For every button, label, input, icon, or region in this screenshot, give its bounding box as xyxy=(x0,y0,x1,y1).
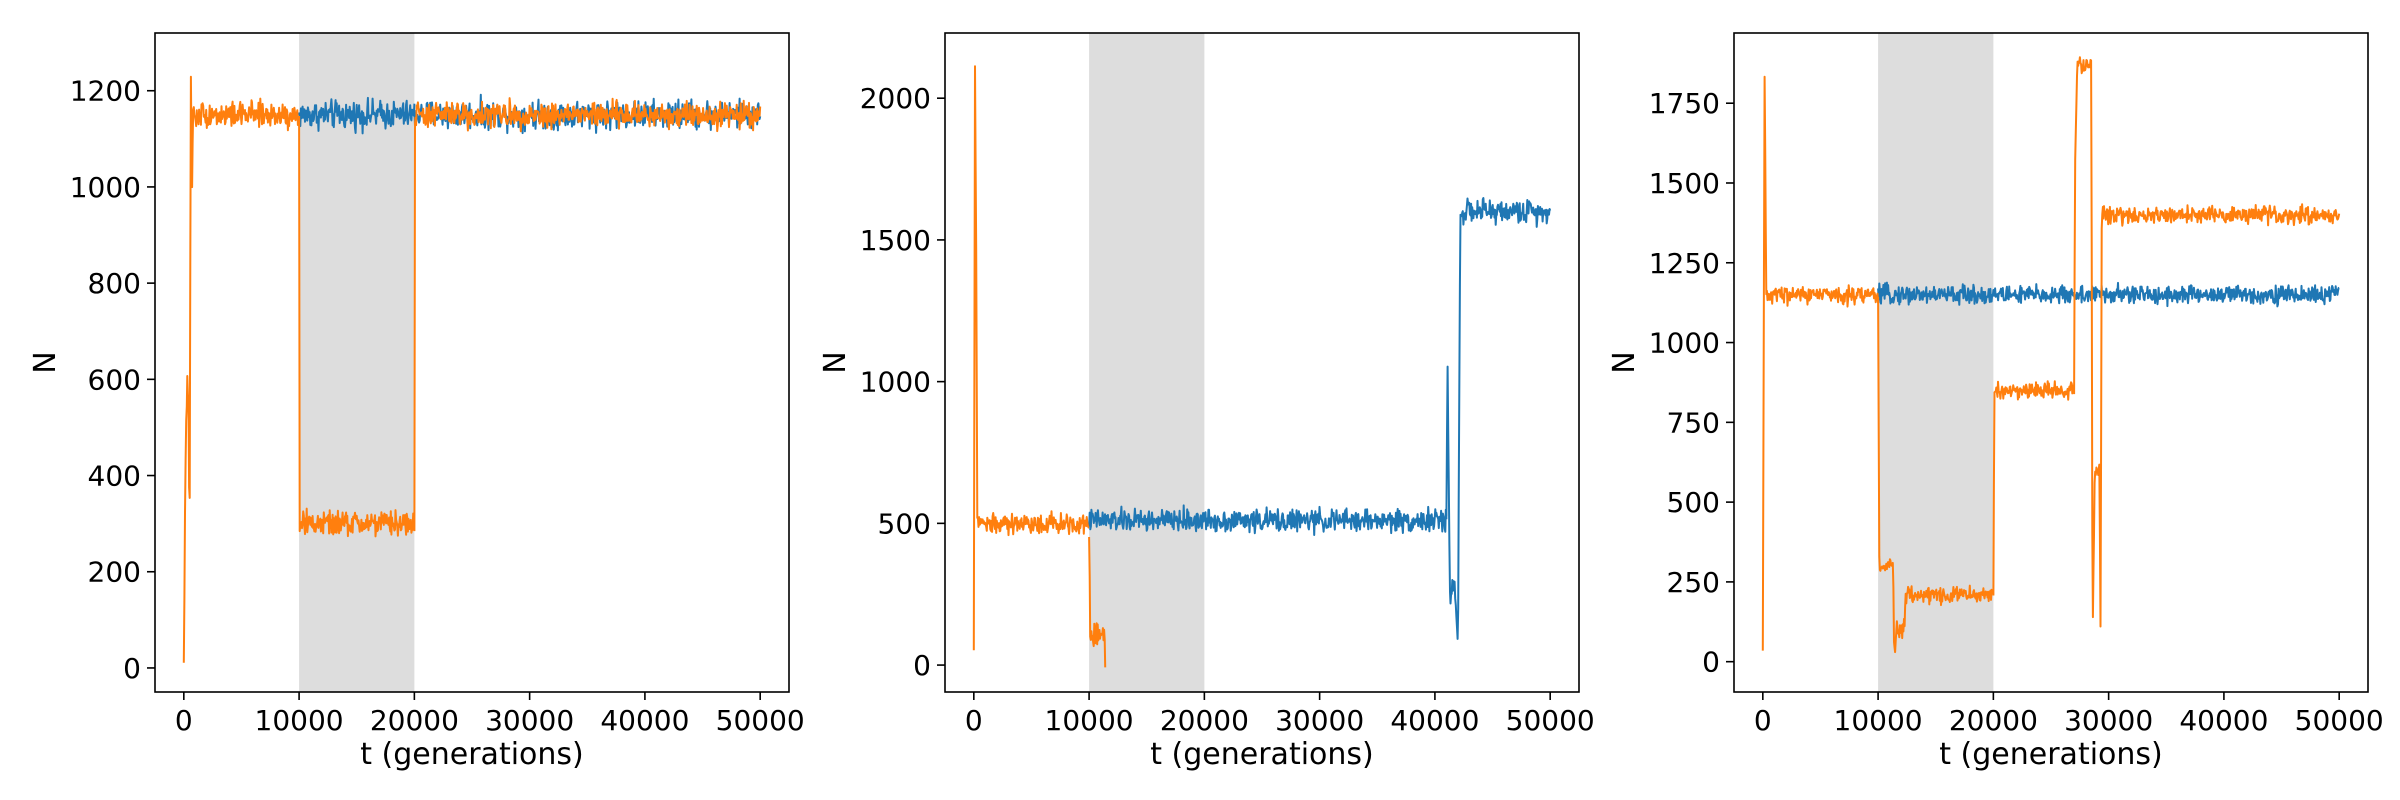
y-tick-label: 2000 xyxy=(860,82,931,115)
x-tick-label: 40000 xyxy=(600,704,689,737)
x-tick-label: 10000 xyxy=(255,704,344,737)
y-axis-label: N xyxy=(818,351,853,373)
y-tick-label: 0 xyxy=(123,652,141,685)
series-2-line xyxy=(972,65,1090,651)
x-tick-label: 30000 xyxy=(1275,704,1364,737)
x-tick-label: 50000 xyxy=(1506,704,1595,737)
y-axis-label: N xyxy=(28,351,63,373)
x-tick-label: 40000 xyxy=(2179,704,2268,737)
series-2-line xyxy=(1992,380,2076,596)
series-2-line xyxy=(1761,75,1880,651)
x-axis-label: t (generations) xyxy=(1939,737,2163,772)
x-tick-label: 0 xyxy=(1754,704,1772,737)
series-1-line xyxy=(298,96,416,135)
shaded-region xyxy=(1089,33,1205,692)
x-tick-label: 40000 xyxy=(1390,704,1479,737)
series-2-line xyxy=(413,97,762,532)
shaded-region xyxy=(299,33,415,692)
y-tick-label: 1500 xyxy=(860,224,931,257)
series-1-line xyxy=(1088,504,1448,536)
y-tick-label: 0 xyxy=(913,649,931,682)
panel-1: 0 10000 20000 30000 40000 50000 0 200 400 600 800 1… xyxy=(28,32,805,772)
y-tick-label: 1000 xyxy=(860,366,931,399)
y-axis-label: N xyxy=(1607,351,1642,373)
series-2-line xyxy=(2073,56,2341,628)
series-2-line xyxy=(298,115,416,538)
y-tick-label: 500 xyxy=(1667,486,1720,519)
plot-frame xyxy=(944,32,1580,693)
y-tick-label: 750 xyxy=(1667,406,1720,439)
x-tick-label: 20000 xyxy=(1160,704,1249,737)
x-axis-label: t (generations) xyxy=(360,737,584,772)
x-tick-label: 10000 xyxy=(1834,704,1923,737)
y-tick-label: 250 xyxy=(1667,566,1720,599)
x-tick-label: 30000 xyxy=(2064,704,2153,737)
x-tick-label: 50000 xyxy=(716,704,805,737)
y-tick-label: 1000 xyxy=(1649,327,1720,360)
y-tick-label: 1500 xyxy=(1649,167,1720,200)
x-tick-label: 0 xyxy=(965,704,983,737)
series-2-line xyxy=(1088,536,1107,668)
y-tick-label: 0 xyxy=(1702,646,1720,679)
plot-frame xyxy=(1733,32,2369,693)
y-tick-label: 800 xyxy=(88,267,141,300)
series-1-line xyxy=(1877,281,2340,308)
shaded-region xyxy=(1878,33,1994,692)
y-tick-label: 400 xyxy=(88,460,141,493)
panel-2: 0 10000 20000 30000 40000 50000 0 500 1000 1500 20… xyxy=(818,32,1595,772)
plot-frame xyxy=(154,32,790,693)
x-tick-label: 0 xyxy=(175,704,193,737)
x-tick-label: 20000 xyxy=(370,704,459,737)
panel-3: 0 10000 20000 30000 40000 50000 0 250 500 750 1000… xyxy=(1607,32,2384,772)
x-tick-label: 30000 xyxy=(485,704,574,737)
series-2-line xyxy=(182,75,300,663)
x-axis-label: t (generations) xyxy=(1150,737,1374,772)
y-tick-label: 1250 xyxy=(1649,247,1720,280)
series-2-line xyxy=(1877,296,1995,654)
x-tick-label: 50000 xyxy=(2295,704,2384,737)
y-tick-label: 1200 xyxy=(70,75,141,108)
y-tick-label: 600 xyxy=(88,363,141,396)
y-tick-label: 1750 xyxy=(1649,87,1720,120)
series-1-line xyxy=(1445,197,1552,640)
x-tick-label: 20000 xyxy=(1949,704,2038,737)
y-tick-label: 500 xyxy=(878,507,931,540)
y-tick-label: 200 xyxy=(88,556,141,589)
y-tick-label: 1000 xyxy=(70,171,141,204)
x-tick-label: 10000 xyxy=(1045,704,1134,737)
